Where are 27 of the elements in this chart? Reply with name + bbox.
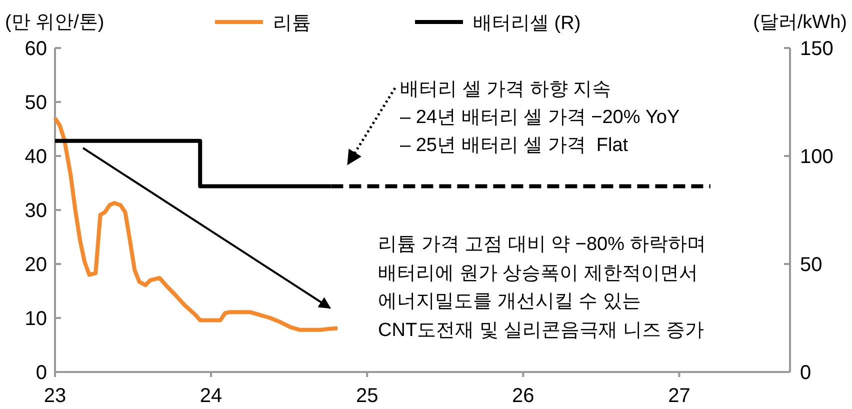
annotation: CNT도전재 및 실리콘음극재 니즈 증가 [378,320,704,341]
x-tick-label: 25 [356,385,378,407]
y2-tick-label: 100 [800,146,834,168]
y-tick-label: 20 [24,254,47,276]
y-tick-label: 0 [36,362,47,384]
x-tick-label: 26 [512,385,534,407]
y2-axis-title: (달러/kWh) [753,12,847,33]
x-tick-label: 24 [200,385,222,407]
annotation: 배터리 셀 가격 하향 지속 [400,79,612,100]
y2-tick-label: 150 [800,38,834,60]
y2-tick-label: 0 [800,362,812,384]
y-axis-title: (만 위안/톤) [5,12,104,33]
annotation: 배터리에 원가 상승폭이 제한적이면서 [378,263,698,284]
annotation: 에너지밀도를 개선시킬 수 있는 [378,291,641,312]
x-tick-label: 27 [668,385,690,407]
y-tick-label: 10 [24,308,47,330]
x-tick-label: 23 [44,385,66,407]
annotation: – 25년 배터리 셀 가격 Flat [400,135,629,156]
y-tick-label: 40 [24,146,47,168]
y-tick-label: 30 [24,200,47,222]
legend-label: 배터리셀 (R) [473,13,581,34]
legend-label: 리튬 [273,13,311,34]
y-tick-label: 50 [24,92,47,114]
y-tick-label: 60 [24,38,47,60]
annotation: 리튬 가격 고점 대비 약 −80% 하락하며 [378,234,706,255]
annotation: – 24년 배터리 셀 가격 −20% YoY [400,107,680,128]
y2-tick-label: 50 [800,254,822,276]
